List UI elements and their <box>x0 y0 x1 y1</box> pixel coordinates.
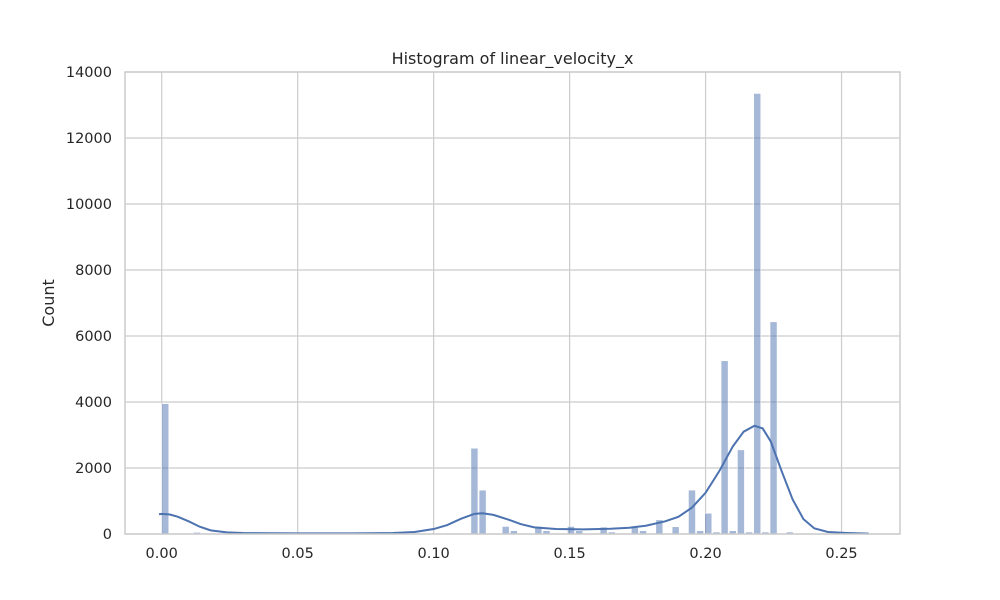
histogram-bar <box>501 526 510 535</box>
y-tick-label: 10000 <box>66 197 112 213</box>
y-tick-label: 4000 <box>75 395 112 411</box>
histogram-bar <box>478 489 487 535</box>
x-tick-label: 0.10 <box>417 546 449 562</box>
y-axis-label: Count <box>39 279 58 327</box>
x-tick-labels: 0.00 0.05 0.10 0.15 0.20 0.25 <box>146 546 858 562</box>
histogram-bar <box>688 489 696 535</box>
y-tick-label: 2000 <box>75 461 112 477</box>
y-tick-label: 6000 <box>75 329 112 345</box>
y-tick-label: 14000 <box>66 65 112 81</box>
x-tick-label: 0.05 <box>282 546 314 562</box>
histogram-bar <box>753 93 762 535</box>
histogram-bar <box>671 526 680 535</box>
kde-curve <box>158 424 869 535</box>
histogram-bar <box>720 360 729 535</box>
y-tick-label: 8000 <box>75 263 112 279</box>
y-tick-label: 12000 <box>66 131 112 147</box>
x-tick-label: 0.25 <box>825 546 857 562</box>
grid-layer <box>125 71 900 535</box>
x-tick-label: 0.15 <box>553 546 585 562</box>
histogram-bar <box>470 447 479 535</box>
x-tick-label: 0.00 <box>146 546 178 562</box>
plot-frame <box>124 71 901 535</box>
histogram-bar <box>737 449 745 535</box>
x-tick-label: 0.20 <box>689 546 721 562</box>
chart-title: Histogram of linear_velocity_x <box>392 49 634 69</box>
y-tick-label: 0 <box>103 527 112 543</box>
histogram-bar <box>704 512 713 535</box>
y-tick-labels: 0 2000 4000 6000 8000 10000 12000 14000 <box>66 65 112 543</box>
histogram-bar <box>769 321 778 535</box>
